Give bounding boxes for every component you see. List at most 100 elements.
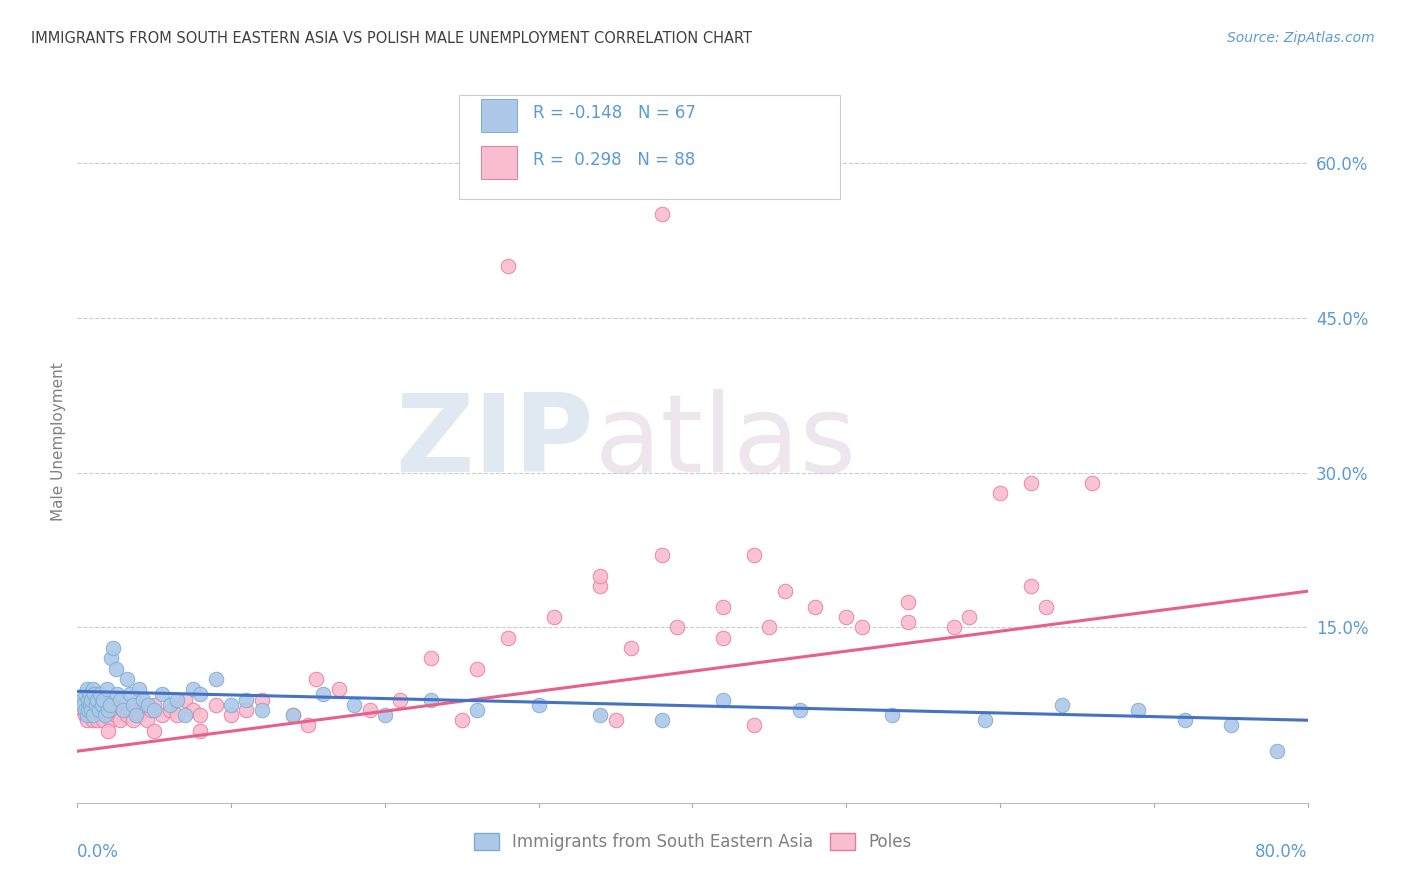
Point [1019, 579, 1042, 593]
Point [73, 687, 96, 701]
Point [104, 708, 127, 723]
Point [100, 713, 122, 727]
Point [84, 698, 107, 712]
Point [96, 698, 118, 712]
Point [651, 548, 673, 562]
Point [897, 594, 920, 608]
Point [281, 708, 304, 723]
Point [235, 703, 257, 717]
Point [159, 703, 181, 717]
Point [711, 599, 734, 614]
Point [374, 708, 396, 723]
Point [112, 703, 135, 717]
Point [181, 682, 204, 697]
Point [110, 713, 132, 727]
Point [135, 713, 157, 727]
Point [87, 703, 110, 717]
Point [1174, 713, 1197, 727]
Point [76, 698, 98, 712]
Point [77, 708, 100, 723]
Point [89, 708, 111, 723]
Point [942, 620, 965, 634]
Point [83, 687, 105, 701]
Point [87, 703, 110, 717]
Point [125, 703, 148, 717]
Point [188, 723, 212, 738]
Point [101, 698, 124, 712]
Point [789, 703, 811, 717]
Point [72, 698, 94, 712]
Point [159, 698, 181, 712]
Point [94, 708, 117, 723]
FancyBboxPatch shape [458, 95, 841, 200]
Point [97, 723, 120, 738]
Point [128, 682, 150, 697]
Point [93, 692, 115, 706]
Point [121, 698, 143, 712]
Point [420, 651, 443, 665]
Point [77, 692, 100, 706]
Point [90, 698, 114, 712]
Point [131, 698, 153, 712]
Text: R =  0.298   N = 88: R = 0.298 N = 88 [533, 151, 695, 169]
Point [77, 698, 100, 712]
Point [105, 687, 128, 701]
Point [758, 620, 780, 634]
Point [711, 631, 734, 645]
Point [143, 698, 166, 712]
Point [73, 703, 96, 717]
Point [589, 579, 612, 593]
Point [465, 703, 488, 717]
Point [72, 703, 94, 717]
Point [305, 672, 328, 686]
Point [115, 708, 138, 723]
Point [851, 620, 873, 634]
Point [76, 708, 98, 723]
Point [589, 708, 612, 723]
Point [742, 718, 765, 732]
Point [250, 692, 273, 706]
Point [343, 698, 366, 712]
Point [80, 692, 103, 706]
Point [118, 687, 141, 701]
Point [76, 682, 98, 697]
Point [219, 698, 242, 712]
Point [1081, 475, 1104, 490]
Point [188, 687, 212, 701]
Point [897, 615, 920, 630]
Point [389, 692, 412, 706]
Point [79, 703, 101, 717]
Point [118, 703, 141, 717]
Point [150, 708, 173, 723]
Point [82, 713, 104, 727]
Point [96, 682, 118, 697]
Point [82, 708, 104, 723]
Point [83, 703, 105, 717]
Point [80, 708, 103, 723]
Text: 0.0%: 0.0% [77, 843, 120, 861]
Point [125, 708, 148, 723]
Point [79, 698, 101, 712]
Point [89, 687, 111, 701]
Point [73, 692, 96, 706]
Point [73, 708, 96, 723]
Text: R = -0.148   N = 67: R = -0.148 N = 67 [533, 103, 696, 122]
Point [711, 692, 734, 706]
Point [973, 713, 995, 727]
Point [450, 713, 472, 727]
Point [235, 692, 257, 706]
Point [620, 640, 643, 655]
Point [1219, 718, 1241, 732]
Point [166, 692, 188, 706]
Point [312, 687, 335, 701]
Point [204, 672, 226, 686]
Point [86, 692, 108, 706]
Point [115, 672, 138, 686]
Point [359, 703, 381, 717]
Point [143, 723, 166, 738]
Point [82, 692, 104, 706]
Point [1128, 703, 1150, 717]
Point [605, 713, 627, 727]
Point [83, 708, 105, 723]
Point [101, 640, 124, 655]
